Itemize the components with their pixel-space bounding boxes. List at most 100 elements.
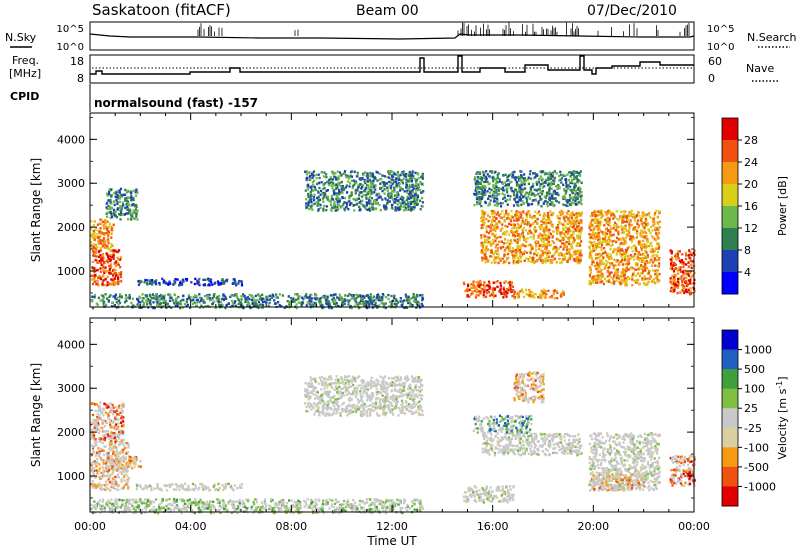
- data-cell: [563, 234, 567, 238]
- data-cell: [547, 250, 550, 253]
- data-cell: [519, 253, 522, 257]
- data-cell: [198, 277, 201, 281]
- data-cell: [580, 254, 583, 257]
- data-cell: [313, 202, 316, 205]
- data-cell: [481, 189, 484, 192]
- data-cell: [315, 201, 318, 204]
- data-cell: [419, 175, 423, 179]
- data-cell: [554, 197, 557, 200]
- data-cell: [573, 239, 576, 242]
- data-cell: [411, 183, 414, 187]
- data-cell: [549, 259, 552, 262]
- data-cell: [386, 194, 390, 197]
- data-cell: [511, 281, 514, 284]
- data-cell: [509, 195, 512, 198]
- data-cell: [681, 280, 684, 284]
- data-cell: [554, 251, 557, 254]
- data-cell: [600, 275, 603, 279]
- data-cell: [151, 283, 154, 286]
- data-cell: [562, 290, 565, 293]
- data-cell: [631, 278, 634, 281]
- data-cell: [406, 298, 409, 301]
- data-cell: [497, 172, 500, 175]
- data-cell: [371, 298, 374, 301]
- data-cell: [627, 268, 630, 271]
- data-cell: [669, 258, 673, 261]
- data-cell: [496, 200, 499, 203]
- data-cell: [520, 176, 523, 179]
- data-cell: [330, 208, 333, 211]
- data-cell: [535, 254, 538, 257]
- data-cell: [198, 296, 201, 299]
- data-cell: [112, 208, 115, 212]
- data-cell: [632, 273, 635, 276]
- data-cell: [520, 251, 523, 254]
- data-cell: [523, 177, 527, 180]
- data-cell: [521, 188, 524, 191]
- data-cell: [644, 213, 647, 217]
- data-cell: [523, 250, 526, 253]
- data-cell: [345, 175, 348, 179]
- data-cell: [485, 241, 488, 244]
- data-cell: [540, 237, 543, 240]
- data-cell: [649, 275, 652, 279]
- noise-trace: [89, 33, 695, 40]
- data-cell: [627, 263, 630, 266]
- data-cell: [609, 248, 612, 251]
- data-cell: [519, 245, 522, 248]
- data-cell: [625, 279, 628, 282]
- data-cell: [106, 275, 109, 278]
- data-cell: [600, 230, 603, 233]
- data-cell: [235, 293, 238, 296]
- data-cell: [213, 300, 216, 303]
- data-cell: [571, 211, 574, 214]
- data-cell: [634, 247, 637, 250]
- data-cell: [409, 200, 412, 204]
- data-cell: [104, 278, 107, 281]
- data-cell: [91, 234, 94, 238]
- data-cell: [337, 196, 340, 199]
- data-cell: [297, 301, 300, 304]
- data-cell: [390, 170, 393, 174]
- data-cell: [638, 256, 641, 260]
- data-cell: [509, 219, 513, 223]
- data-cell: [591, 218, 594, 222]
- data-cell: [139, 296, 142, 300]
- data-cell: [511, 227, 514, 230]
- data-cell: [588, 273, 591, 277]
- data-cell: [652, 278, 655, 281]
- data-cell: [133, 217, 136, 221]
- data-cell: [405, 306, 409, 309]
- data-cell: [322, 196, 325, 199]
- data-cell: [99, 239, 102, 242]
- data-cell: [334, 176, 337, 179]
- data-cell: [115, 296, 119, 299]
- data-cell: [267, 295, 270, 299]
- data-cell: [481, 246, 484, 249]
- data-cell: [112, 272, 115, 275]
- data-cell: [318, 300, 321, 303]
- data-cell: [638, 282, 642, 285]
- data-cell: [567, 219, 570, 222]
- data-cell: [595, 281, 598, 284]
- data-cell: [505, 247, 508, 250]
- data-cell: [96, 261, 99, 264]
- data-cell: [498, 257, 502, 260]
- data-cell: [483, 213, 486, 216]
- data-cell: [96, 223, 100, 226]
- data-cell: [562, 188, 566, 191]
- data-cell: [303, 296, 306, 299]
- data-cell: [115, 301, 118, 304]
- data-cell: [179, 280, 182, 283]
- data-cell: [598, 256, 601, 259]
- data-cell: [615, 276, 618, 280]
- data-cell: [138, 281, 142, 284]
- data-cell: [565, 211, 569, 215]
- data-cell: [558, 217, 561, 220]
- data-cell: [620, 226, 623, 230]
- data-cell: [402, 197, 405, 200]
- data-cell: [168, 299, 172, 302]
- data-cell: [577, 212, 580, 215]
- data-cell: [685, 272, 688, 276]
- data-cell: [331, 178, 334, 181]
